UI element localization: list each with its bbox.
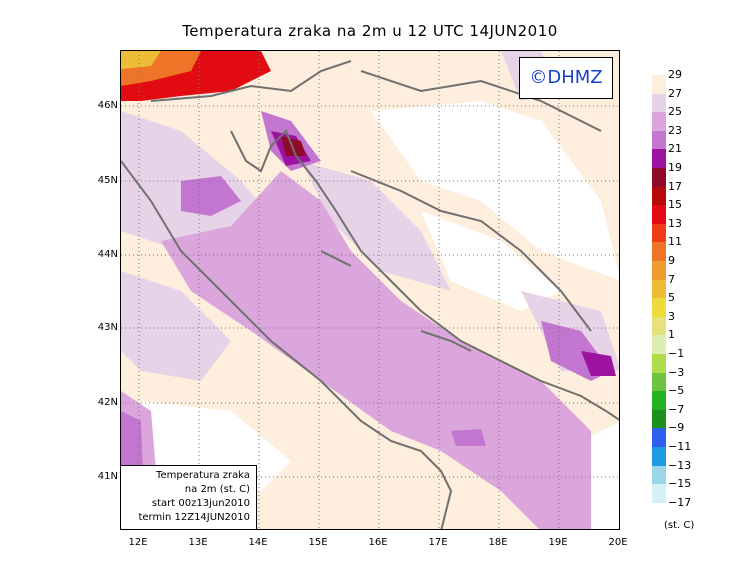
legend-tick-label: 27: [668, 86, 682, 100]
legend-swatch: [652, 242, 666, 261]
graticule: [121, 51, 619, 529]
legend-swatch: [652, 465, 666, 485]
legend-swatch: [652, 279, 666, 299]
lat-label: 42N: [97, 397, 118, 408]
info-line-1: Temperatura zraka: [156, 470, 250, 481]
legend-tick-label: 3: [668, 309, 675, 323]
legend-swatch: [652, 112, 666, 131]
legend-unit: (st. C): [664, 520, 695, 531]
lon-label: 20E: [608, 537, 628, 548]
legend-swatch: [652, 75, 666, 94]
lat-label: 43N: [97, 322, 118, 333]
legend-tick-label: −15: [668, 477, 692, 491]
legend-tick-label: 17: [668, 179, 682, 193]
island-2: [320, 250, 352, 267]
legend-tick-label: 13: [668, 216, 682, 230]
info-line-2: na 2m (st. C): [184, 484, 250, 495]
coastline-croatia: [230, 129, 619, 421]
zone-21-skadar: [581, 351, 616, 376]
lon-label: 14E: [248, 537, 268, 548]
legend-tick-label: −17: [668, 495, 692, 509]
lat-label: 45N: [97, 175, 118, 186]
legend-tick-label: 29: [668, 68, 682, 81]
legend-tick-label: 1: [668, 328, 675, 342]
legend-tick-label: −7: [668, 402, 685, 416]
temperature-map: [121, 51, 619, 529]
map-title: Temperatura zraka na 2m u 12 UTC 14JUN20…: [182, 22, 558, 40]
lat-label: 44N: [97, 249, 118, 260]
legend-tick-label: −3: [668, 365, 685, 379]
legend-swatch: [652, 354, 666, 373]
coastline-north: [150, 60, 352, 102]
lon-label: 15E: [308, 537, 328, 548]
copyright-box: ©DHMZ: [519, 57, 613, 99]
zone-7-alps: [121, 51, 161, 69]
lat-label: 46N: [97, 100, 118, 111]
lon-label: 12E: [128, 537, 148, 548]
legend-swatch: [652, 335, 666, 354]
legend-tick-label: 5: [668, 291, 675, 305]
legend-swatch: [652, 372, 666, 392]
coastlines: [121, 60, 619, 529]
legend-swatch: [652, 261, 666, 280]
lon-label: 13E: [188, 537, 208, 548]
legend-tick-label: −9: [668, 421, 685, 435]
legend-swatch: [652, 484, 666, 503]
legend-swatch: [652, 130, 666, 150]
legend-swatch: [652, 316, 666, 336]
lon-label: 18E: [488, 537, 508, 548]
legend-tick-label: 23: [668, 123, 682, 137]
legend-tick-label: 7: [668, 272, 675, 286]
lon-label: 19E: [548, 537, 568, 548]
border-bosnia: [350, 170, 592, 332]
legend-tick-label: 21: [668, 142, 682, 156]
zone-23-istria: [181, 176, 241, 216]
legend-swatch: [652, 93, 666, 113]
legend-swatch: [652, 447, 666, 466]
island-1: [420, 330, 472, 352]
lon-label: 17E: [428, 537, 448, 548]
warm-field-inland: [371, 101, 619, 281]
zone-25-italy: [121, 271, 231, 381]
legend-tick-label: −11: [668, 440, 692, 453]
legend-tick-label: 19: [668, 161, 682, 174]
legend-swatch: [652, 205, 666, 224]
legend-swatch: [652, 428, 666, 447]
legend-tick-label: 11: [668, 235, 682, 249]
legend-swatch: [652, 149, 666, 168]
zone-23-adriatic-south: [451, 429, 486, 446]
legend-swatch: [652, 223, 666, 243]
legend-swatch: [652, 409, 666, 429]
legend-swatch: [652, 186, 666, 206]
coastline-italy: [121, 160, 453, 529]
zone-25-dalmatia: [301, 161, 451, 291]
legend-tick-label: 25: [668, 105, 682, 119]
lon-label: 16E: [368, 537, 388, 548]
warm-field-bosnia: [421, 211, 561, 311]
legend-tick-label: −5: [668, 384, 685, 398]
zone-19-kvarner: [281, 136, 306, 156]
info-line-3: start 00z13jun2010: [151, 498, 250, 509]
border-hungary: [360, 70, 602, 132]
info-box: Temperatura zraka na 2m (st. C) start 00…: [121, 465, 257, 529]
map-panel: ©DHMZ Temperatura zraka na 2m (st. C) st…: [120, 50, 620, 530]
legend-swatch: [652, 168, 666, 187]
legend-swatch: [652, 298, 666, 317]
info-line-4: termin 12Z14JUN2010: [138, 512, 250, 523]
legend-tick-label: −13: [668, 458, 692, 472]
legend-tick-label: 9: [668, 254, 675, 267]
legend-tick-label: 15: [668, 198, 682, 212]
legend-tick-label: −1: [668, 347, 685, 360]
lat-label: 41N: [97, 471, 118, 482]
zone-23-tyrrhenian: [121, 411, 143, 471]
legend-swatch: [652, 391, 666, 410]
